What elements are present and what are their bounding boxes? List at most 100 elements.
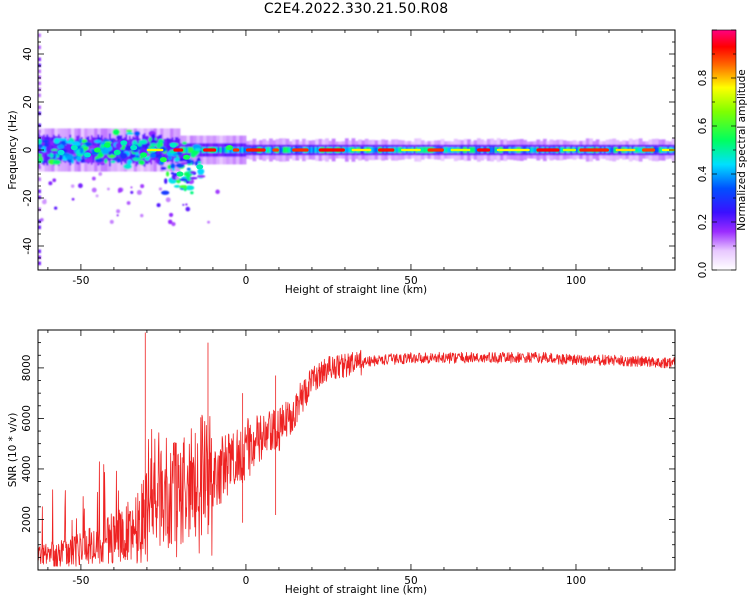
heat-cell-core xyxy=(471,147,474,153)
heat-cell-band xyxy=(69,134,72,166)
heat-cell-core xyxy=(286,147,290,153)
snr-frame xyxy=(37,329,676,571)
heat-blob xyxy=(95,158,103,163)
heat-blob xyxy=(126,132,134,136)
x-tick-label: 0 xyxy=(243,275,250,287)
heat-edge-cell xyxy=(38,45,41,50)
heat-blob xyxy=(65,140,74,144)
heat-cell-core xyxy=(346,147,349,153)
heat-blob xyxy=(79,138,83,144)
heat-blob xyxy=(80,139,88,144)
heat-cell-band xyxy=(118,140,121,160)
heat-outlier xyxy=(130,186,133,189)
heat-edge-cell xyxy=(38,177,41,182)
heat-clump xyxy=(140,152,148,158)
heat-hot-segment xyxy=(536,148,560,152)
heat-outlier xyxy=(165,197,171,203)
heat-edge-cell xyxy=(38,207,41,212)
x-tick-label: -50 xyxy=(72,275,89,287)
heat-cell-core xyxy=(221,147,224,153)
heat-outlier xyxy=(52,178,57,183)
heat-cell-band xyxy=(112,138,115,162)
heat-blob xyxy=(123,163,133,170)
x-tick-label: -50 xyxy=(72,575,89,587)
heat-blob xyxy=(112,128,120,136)
heat-clump xyxy=(103,142,111,148)
heat-cell-core xyxy=(265,147,268,153)
heat-outlier xyxy=(207,220,211,224)
heat-cell-core xyxy=(560,147,563,153)
snr-panel: -50 0 50 100 2000 4000 6000 8000 Height of stra… xyxy=(7,329,676,596)
heat-warm-segment xyxy=(661,148,675,152)
heat-cell-core xyxy=(611,147,614,153)
heat-warm-segment xyxy=(562,148,576,152)
heat-cell-band xyxy=(110,140,113,160)
heat-clump xyxy=(196,164,204,170)
heat-cell-core xyxy=(187,147,191,153)
heat-outlier xyxy=(41,199,47,205)
heat-outlier xyxy=(215,189,220,195)
heat-blob xyxy=(110,139,114,143)
heat-cell-band xyxy=(57,134,60,166)
heat-hot-segment xyxy=(232,148,240,152)
heat-cell-core xyxy=(243,147,246,153)
heat-cell-core xyxy=(267,147,270,153)
y-tick-label: 6000 xyxy=(21,405,33,432)
heat-clump xyxy=(169,142,177,148)
heat-cell-core xyxy=(637,147,640,153)
y-tick-label: 0 xyxy=(22,147,34,154)
heat-warm-segment xyxy=(146,148,164,152)
spectrogram-y-label: Frequency (Hz) xyxy=(7,110,19,189)
heat-cell-core xyxy=(395,147,399,153)
heat-blob xyxy=(158,138,164,143)
heat-edge-cell xyxy=(38,195,41,200)
heat-blob xyxy=(57,143,65,150)
heat-warm-segment xyxy=(615,148,636,152)
heat-outlier xyxy=(140,184,145,189)
heat-blob xyxy=(185,185,195,191)
heat-hot-segment xyxy=(318,148,345,152)
heat-outlier xyxy=(70,184,75,188)
heat-edge-cell xyxy=(38,165,41,170)
heat-outlier xyxy=(158,187,163,191)
heat-cell-core xyxy=(241,147,244,153)
heat-edge-cell xyxy=(38,261,41,266)
heat-outlier xyxy=(185,203,188,206)
heat-edge-cell xyxy=(38,75,41,80)
heat-cell-core xyxy=(474,147,478,153)
y-tick-label: 2000 xyxy=(21,506,33,533)
chart-title: C2E4.2022.330.21.50.R08 xyxy=(263,1,449,17)
heat-cell-core xyxy=(314,147,317,153)
heat-cell-core xyxy=(375,147,379,153)
heat-outlier xyxy=(171,221,176,227)
heat-cell-core xyxy=(372,147,375,153)
heat-blob xyxy=(194,160,199,166)
heat-blob xyxy=(41,146,47,153)
colorbar-tick-label: 0.4 xyxy=(697,165,709,182)
heat-hot-segment xyxy=(377,148,395,152)
heat-cell-core xyxy=(183,147,187,153)
heat-edge-cell xyxy=(38,135,41,140)
heat-blob xyxy=(196,174,206,178)
heat-cell-core xyxy=(443,147,446,153)
colorbar-label: Normalized spectral amplitude xyxy=(736,69,748,230)
heat-outlier xyxy=(91,187,97,193)
heat-blob xyxy=(197,161,202,165)
heat-cell-core xyxy=(532,147,535,153)
heat-cell-core xyxy=(494,147,498,153)
heat-blob xyxy=(167,155,173,161)
heat-cell-core xyxy=(613,147,616,153)
heat-clump xyxy=(57,149,65,155)
heat-outlier xyxy=(107,187,110,191)
heat-outlier xyxy=(185,206,191,212)
heat-blob xyxy=(101,149,109,155)
heat-blob xyxy=(160,166,167,170)
heat-cell-core xyxy=(316,147,319,153)
heat-edge-cell xyxy=(38,105,41,110)
heat-blob xyxy=(53,137,61,144)
heat-blob xyxy=(161,190,170,195)
heat-outlier xyxy=(140,213,144,218)
colorbar-ticks: 0.0 0.2 0.4 0.6 0.8 xyxy=(697,29,736,278)
heat-blob xyxy=(197,168,205,175)
colorbar-tick-label: 0.8 xyxy=(697,70,709,87)
